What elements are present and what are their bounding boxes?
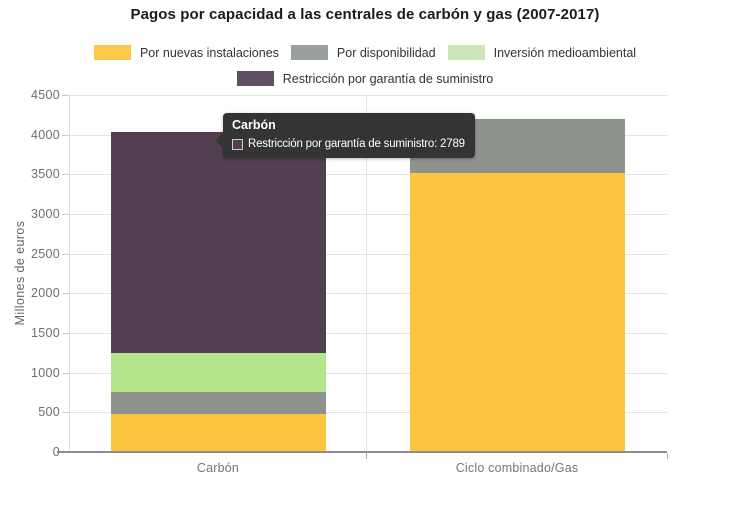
- bar-segment-ciclo-combinado-gas-por-nuevas-instalaciones[interactable]: [409, 172, 625, 452]
- gridline-y-500: [69, 412, 667, 414]
- gridline-y-1500: [69, 333, 667, 334]
- y-tick: [62, 95, 69, 96]
- legend-label: Restricción por garantía de suministro: [282, 71, 494, 86]
- legend-label: Por nuevas instalaciones: [139, 45, 279, 60]
- legend-item-restriccion-por-garantia-de-suministro[interactable]: Restricción por garantía de suministro: [236, 71, 494, 86]
- chart-title: Pagos por capacidad a las centrales de c…: [130, 6, 600, 23]
- y-tick-label: 1000: [30, 365, 60, 380]
- legend-swatch-restriccion-por-garantia-de-suministro: [236, 71, 274, 86]
- legend-item-por-nuevas-instalaciones[interactable]: Por nuevas instalaciones: [93, 45, 279, 60]
- gridline-y-2500: [69, 253, 667, 255]
- y-axis-title: Millones de euros: [13, 220, 27, 326]
- y-tick-label: 0: [8, 444, 60, 460]
- tooltip: Carbón Restricción por garantía de sumin…: [215, 113, 475, 158]
- legend-item-por-disponibilidad[interactable]: Por disponibilidad: [290, 45, 436, 60]
- y-tick: [62, 412, 69, 414]
- y-tick-label: 3000: [30, 207, 60, 221]
- bar-segment-carbon-inversion-medioambiental[interactable]: [110, 353, 326, 393]
- gridline-y-4500: [69, 95, 667, 96]
- x-axis-line: [57, 451, 667, 453]
- y-tick-label: 1500: [30, 326, 60, 340]
- tooltip-row: Restricción por garantía de suministro: …: [232, 137, 465, 151]
- gridline-x-separator: [366, 95, 367, 452]
- y-tick-label: 500: [38, 405, 60, 420]
- tooltip-title: Carbón: [232, 118, 276, 132]
- legend-row-1: Por nuevas instalaciones Por disponibilid…: [0, 45, 730, 60]
- y-tick-label: 4000: [30, 127, 60, 142]
- gridline-y-3500: [69, 174, 667, 176]
- legend-label: Inversión medioambiental: [493, 45, 637, 60]
- bar-segment-carbon-restriccion-por-garantia-de-suministro[interactable]: [110, 131, 326, 354]
- y-axis-line: [69, 95, 70, 452]
- x-axis-label-carbon: Carbón: [196, 461, 240, 475]
- y-tick: [62, 214, 69, 215]
- tooltip-text: Restricción por garantía de suministro: …: [248, 138, 465, 150]
- y-tick: [62, 293, 69, 295]
- legend-item-inversion-medioambiental[interactable]: Inversión medioambiental: [447, 45, 637, 60]
- y-tick: [62, 333, 69, 334]
- legend-label: Por disponibilidad: [336, 45, 436, 60]
- bar-segment-carbon-por-nuevas-instalaciones[interactable]: [110, 413, 326, 452]
- legend-swatch-inversion-medioambiental: [447, 45, 485, 60]
- y-tick: [62, 174, 69, 176]
- gridline-y-2000: [69, 293, 667, 295]
- x-tick-0: [366, 453, 367, 459]
- gridline-y-3000: [69, 214, 667, 215]
- y-tick-label: 4500: [30, 88, 60, 102]
- legend-row-2: Restricción por garantía de suministro: [0, 71, 730, 86]
- y-tick-label: 3500: [30, 167, 60, 182]
- y-tick-label: 2000: [30, 286, 60, 301]
- bar-carbon[interactable]: [110, 95, 326, 452]
- x-axis-label-ciclo-combinado-gas: Ciclo combinado/Gas: [455, 461, 579, 475]
- y-tick-label: 2500: [30, 246, 60, 261]
- y-tick: [62, 134, 69, 136]
- bar-ciclo-combinado-gas[interactable]: [409, 95, 625, 452]
- legend-swatch-por-disponibilidad: [290, 45, 328, 60]
- y-tick: [62, 253, 69, 255]
- y-tick: [62, 372, 69, 374]
- bar-segment-carbon-por-disponibilidad[interactable]: [110, 392, 326, 414]
- tooltip-series-swatch-icon: [232, 138, 243, 150]
- legend-swatch-por-nuevas-instalaciones: [93, 45, 131, 60]
- gridline-y-1000: [69, 372, 667, 374]
- x-tick-1: [667, 453, 668, 459]
